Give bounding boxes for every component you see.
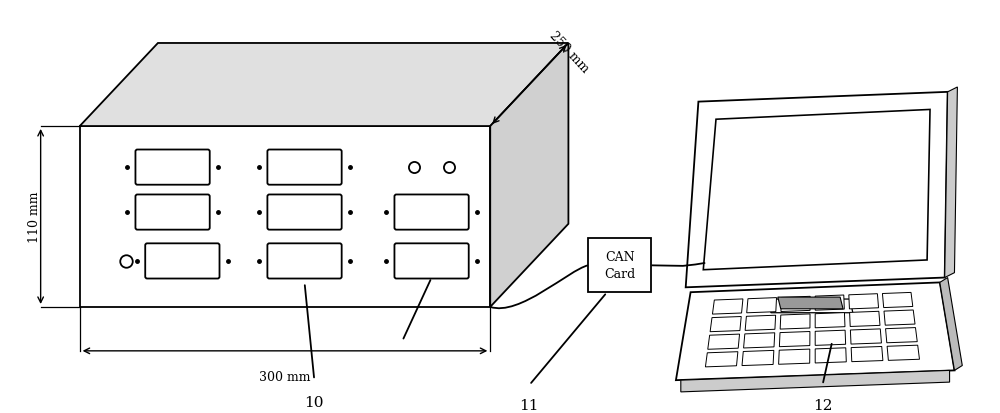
Polygon shape	[815, 295, 844, 311]
Polygon shape	[712, 299, 743, 314]
Polygon shape	[778, 297, 843, 309]
Polygon shape	[705, 352, 738, 367]
Polygon shape	[780, 314, 810, 329]
Polygon shape	[850, 311, 880, 327]
Polygon shape	[779, 332, 810, 347]
FancyBboxPatch shape	[267, 150, 342, 185]
Polygon shape	[886, 328, 917, 343]
Polygon shape	[676, 283, 954, 380]
Polygon shape	[80, 44, 568, 127]
Polygon shape	[708, 334, 740, 349]
Polygon shape	[940, 278, 962, 370]
Polygon shape	[747, 298, 777, 313]
Polygon shape	[686, 93, 948, 287]
Polygon shape	[815, 330, 846, 346]
Polygon shape	[850, 329, 881, 344]
Polygon shape	[742, 351, 774, 366]
Polygon shape	[851, 347, 883, 362]
FancyBboxPatch shape	[267, 195, 342, 230]
Polygon shape	[744, 333, 775, 348]
Text: CAN
Card: CAN Card	[604, 251, 635, 281]
Polygon shape	[703, 110, 930, 270]
Polygon shape	[80, 127, 490, 307]
Polygon shape	[681, 370, 950, 392]
Polygon shape	[781, 297, 810, 312]
Polygon shape	[815, 348, 846, 363]
Polygon shape	[849, 294, 879, 309]
Polygon shape	[745, 316, 776, 330]
FancyBboxPatch shape	[394, 195, 469, 230]
FancyBboxPatch shape	[135, 150, 210, 185]
Polygon shape	[710, 317, 741, 332]
Text: 110 mm: 110 mm	[28, 191, 41, 242]
FancyBboxPatch shape	[135, 195, 210, 230]
Text: 300 mm: 300 mm	[259, 370, 311, 383]
Text: 250 mm: 250 mm	[547, 29, 591, 76]
Polygon shape	[815, 313, 845, 328]
Polygon shape	[884, 310, 915, 325]
Text: 12: 12	[813, 398, 832, 412]
FancyBboxPatch shape	[267, 244, 342, 279]
Polygon shape	[887, 345, 919, 361]
FancyBboxPatch shape	[145, 244, 220, 279]
Polygon shape	[768, 299, 853, 313]
Polygon shape	[945, 88, 957, 278]
Text: 10: 10	[305, 395, 324, 409]
Polygon shape	[882, 293, 913, 308]
Polygon shape	[490, 44, 568, 307]
FancyBboxPatch shape	[394, 244, 469, 279]
Text: 11: 11	[520, 398, 539, 412]
Bar	[588, 239, 651, 292]
Polygon shape	[779, 349, 810, 364]
